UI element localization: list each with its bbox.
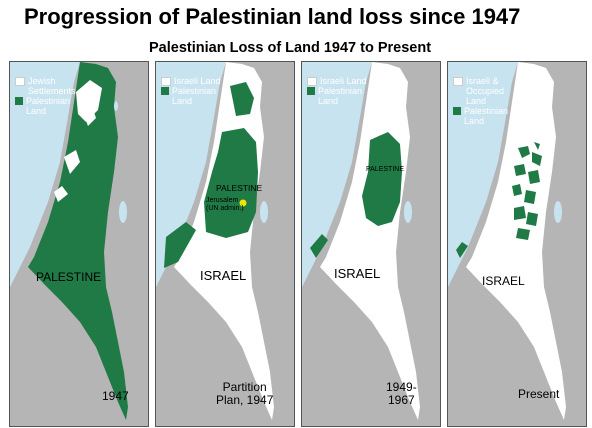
year-label: 1949- 1967 <box>386 380 417 407</box>
legend-item-israeli-occupied-land: Israeli & Occupied Land <box>453 76 508 106</box>
legend-item-palestinian-land: Palestinian Land <box>453 106 508 126</box>
legend-item-palestinian-land: Palestinian Land <box>161 86 221 106</box>
year-label: Partition Plan, 1947 <box>216 380 274 407</box>
legend: Jewish Settlements Palestinian Land <box>15 76 76 116</box>
map-1949-1967 <box>302 62 420 420</box>
map-present <box>448 62 566 420</box>
legend-item-jewish-settlements: Jewish Settlements <box>15 76 76 96</box>
map-panel-1947: Jewish Settlements Palestinian Land PALE… <box>9 61 149 427</box>
page-title: Progression of Palestinian land loss sin… <box>24 4 521 29</box>
map-partition <box>156 62 274 420</box>
map-panel-partition: Israeli Land Palestinian Land PALESTINE … <box>155 61 295 427</box>
legend: Israeli Land Palestinian Land <box>307 76 367 106</box>
map-1947 <box>10 62 128 420</box>
region-label-palestine: PALESTINE <box>36 270 102 284</box>
legend-item-israeli-land: Israeli Land <box>307 76 367 86</box>
legend-item-palestinian-land: Palestinian Land <box>15 96 76 116</box>
year-label: 1947 <box>102 389 129 403</box>
region-label-israel: ISRAEL <box>482 274 525 288</box>
map-panel-present: Israeli & Occupied Land Palestinian Land… <box>447 61 587 427</box>
jerusalem-note: Jerusalem (UN admin.) <box>206 197 244 212</box>
region-label-israel: ISRAEL <box>334 266 381 281</box>
year-label: Present <box>518 387 560 401</box>
legend-item-israeli-land: Israeli Land <box>161 76 221 86</box>
region-label-palestine: PALESTINE <box>216 183 263 193</box>
region-label-israel: ISRAEL <box>200 268 247 283</box>
legend: Israeli Land Palestinian Land <box>161 76 221 106</box>
legend-item-palestinian-land: Palestinian Land <box>307 86 367 106</box>
map-subtitle: Palestinian Loss of Land 1947 to Present <box>149 40 432 56</box>
region-label-palestine: PALESTINE <box>366 166 404 173</box>
legend: Israeli & Occupied Land Palestinian Land <box>453 76 508 126</box>
map-panel-1949-1967: Israeli Land Palestinian Land PALESTINE … <box>301 61 441 427</box>
